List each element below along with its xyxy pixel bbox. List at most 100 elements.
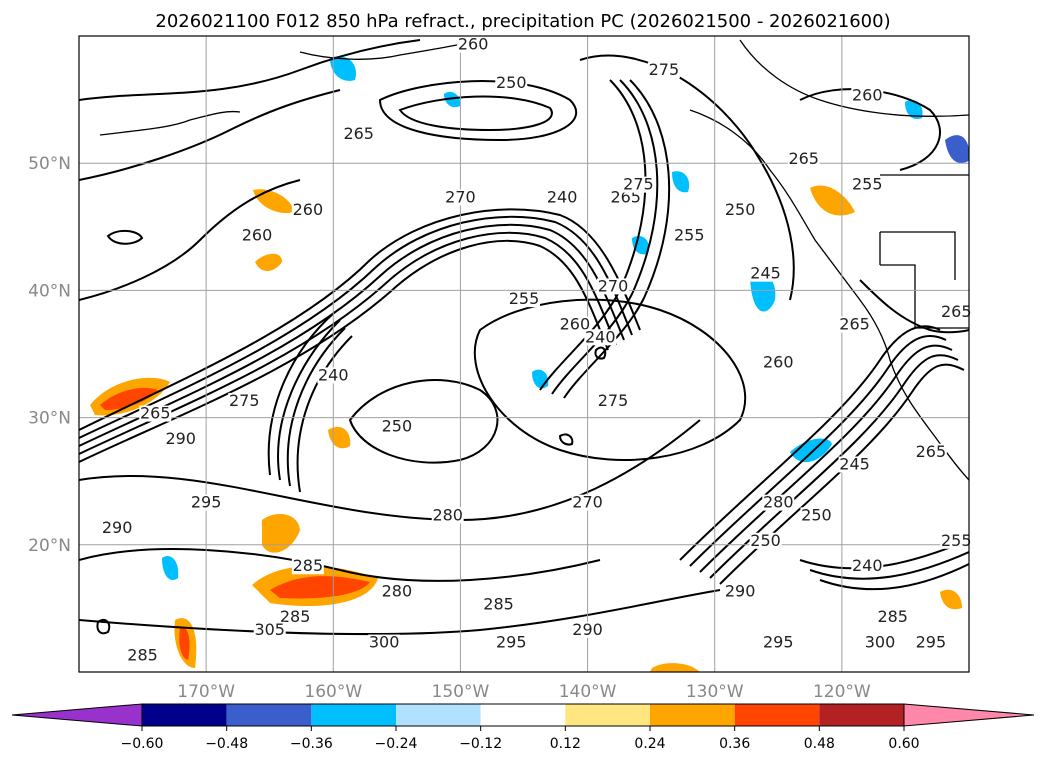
contour-label: 290 bbox=[725, 582, 756, 601]
contour-label-bg bbox=[482, 596, 515, 613]
graticule bbox=[79, 36, 969, 672]
colorbar-tick-label: −0.12 bbox=[459, 736, 502, 752]
colorbar-swatch bbox=[311, 704, 396, 726]
contour-label: 255 bbox=[674, 226, 705, 245]
contour-label: 240 bbox=[547, 187, 578, 206]
contour-label: 240 bbox=[318, 365, 349, 384]
contour-label-bg bbox=[101, 520, 134, 537]
y-tick-label: 20°N bbox=[28, 536, 71, 556]
contour-label: 290 bbox=[572, 620, 603, 639]
colorbar-extend-low bbox=[11, 703, 143, 727]
contour-labels: 290 265 290 295 275 240 250 260 260 265 270 260 250 2… bbox=[101, 35, 973, 664]
contour-label: 250 bbox=[496, 73, 527, 92]
x-tick-label: 160°W bbox=[304, 682, 362, 702]
contour-label-bg bbox=[571, 621, 604, 638]
y-tick-label: 30°N bbox=[28, 409, 71, 429]
contour-label: 240 bbox=[585, 327, 616, 346]
contour-label-bg bbox=[724, 202, 757, 219]
contour-label-bg bbox=[851, 87, 884, 104]
contour-label-bg bbox=[787, 151, 820, 168]
contour-label: 295 bbox=[191, 493, 222, 512]
x-tick-label: 150°W bbox=[432, 682, 490, 702]
contour-label: 295 bbox=[916, 633, 947, 652]
colorbar-tick-label: 0.60 bbox=[888, 736, 919, 752]
contour-label-bg bbox=[279, 609, 312, 626]
contour-label-bg bbox=[228, 392, 261, 409]
contour-label-bg bbox=[495, 74, 528, 91]
contour-label-bg bbox=[368, 634, 401, 651]
contour-label-bg bbox=[749, 265, 782, 282]
contour-label: 275 bbox=[623, 175, 654, 194]
contour-label: 285 bbox=[483, 594, 514, 613]
contour-label: 255 bbox=[941, 531, 972, 550]
colorbar-swatch bbox=[565, 704, 650, 726]
y-tick-label: 50°N bbox=[28, 154, 71, 174]
contour-label: 280 bbox=[382, 582, 413, 601]
map-panel: 290 265 290 295 275 240 250 260 260 265 270 260 250 2… bbox=[78, 35, 973, 673]
contour-label-bg bbox=[558, 316, 591, 333]
contour-label: 270 bbox=[572, 493, 603, 512]
contour-label: 265 bbox=[839, 315, 870, 334]
contour-label-bg bbox=[762, 354, 795, 371]
y-axis-ticks: 20°N 30°N 40°N 50°N bbox=[28, 154, 71, 556]
contour-label: 245 bbox=[839, 454, 870, 473]
contour-label: 290 bbox=[102, 518, 133, 537]
contour-label-bg bbox=[139, 405, 172, 422]
x-tick-label: 140°W bbox=[559, 682, 617, 702]
map-frame bbox=[78, 35, 970, 673]
contour-label: 250 bbox=[382, 416, 413, 435]
contour-label: 275 bbox=[649, 60, 680, 79]
contour-label-bg bbox=[647, 62, 680, 79]
colorbar-swatch bbox=[480, 704, 566, 726]
contour-label: 240 bbox=[852, 556, 883, 575]
colorbar-swatch bbox=[396, 704, 481, 726]
contour-label: 250 bbox=[801, 505, 832, 524]
contour-label-bg bbox=[380, 583, 413, 600]
contour-label: 290 bbox=[165, 429, 196, 448]
contour-label-bg bbox=[253, 621, 286, 638]
contour-label: 270 bbox=[445, 187, 476, 206]
contour-label: 260 bbox=[560, 315, 591, 334]
contour-label-bg bbox=[444, 189, 477, 206]
contour-label-bg bbox=[673, 227, 706, 244]
colorbar-tick-label: −0.60 bbox=[121, 736, 164, 752]
contour-label: 280 bbox=[432, 505, 463, 524]
contour-label-bg bbox=[317, 367, 350, 384]
contour-label: 265 bbox=[941, 302, 972, 321]
contour-label: 295 bbox=[763, 633, 794, 652]
colorbar-extend-high bbox=[903, 703, 1035, 727]
colorbar-tick-label: 0.12 bbox=[550, 736, 581, 752]
contour-label: 270 bbox=[598, 276, 629, 295]
contour-label: 285 bbox=[280, 607, 311, 626]
x-tick-label: 130°W bbox=[686, 682, 744, 702]
y-tick-label: 40°N bbox=[28, 281, 71, 301]
contour-label: 300 bbox=[369, 633, 400, 652]
contour-label: 255 bbox=[852, 175, 883, 194]
colorbar-tick-label: 0.48 bbox=[804, 736, 835, 752]
colorbar-swatch bbox=[819, 704, 904, 726]
colorbar-swatch bbox=[734, 704, 820, 726]
refractivity-contours bbox=[79, 39, 969, 636]
contour-label: 295 bbox=[496, 633, 527, 652]
colorbar-swatch bbox=[142, 704, 227, 726]
contour-label: 275 bbox=[229, 391, 260, 410]
x-tick-label: 170°W bbox=[177, 682, 235, 702]
contour-label-bg bbox=[571, 494, 604, 511]
contour-label-bg bbox=[291, 558, 324, 575]
colorbar-swatch bbox=[650, 704, 735, 726]
colorbar: −0.60 −0.48 −0.36 −0.24 −0.12 0.12 0.24 0.36 0.4… bbox=[11, 703, 1035, 752]
contour-label-bg bbox=[380, 418, 413, 435]
contour-label: 265 bbox=[788, 149, 819, 168]
contour-label-bg bbox=[597, 278, 629, 295]
contour-label-bg bbox=[914, 443, 947, 460]
contour-label-bg bbox=[749, 532, 782, 549]
contour-label-bg bbox=[876, 609, 909, 626]
contour-label: 250 bbox=[725, 200, 756, 219]
contour-label-bg bbox=[584, 329, 617, 346]
contour-label: 250 bbox=[750, 531, 781, 550]
precip-shading bbox=[90, 56, 969, 672]
contour-label: 275 bbox=[598, 391, 629, 410]
colorbar-frame bbox=[141, 703, 905, 727]
contour-label-bg bbox=[800, 507, 833, 524]
